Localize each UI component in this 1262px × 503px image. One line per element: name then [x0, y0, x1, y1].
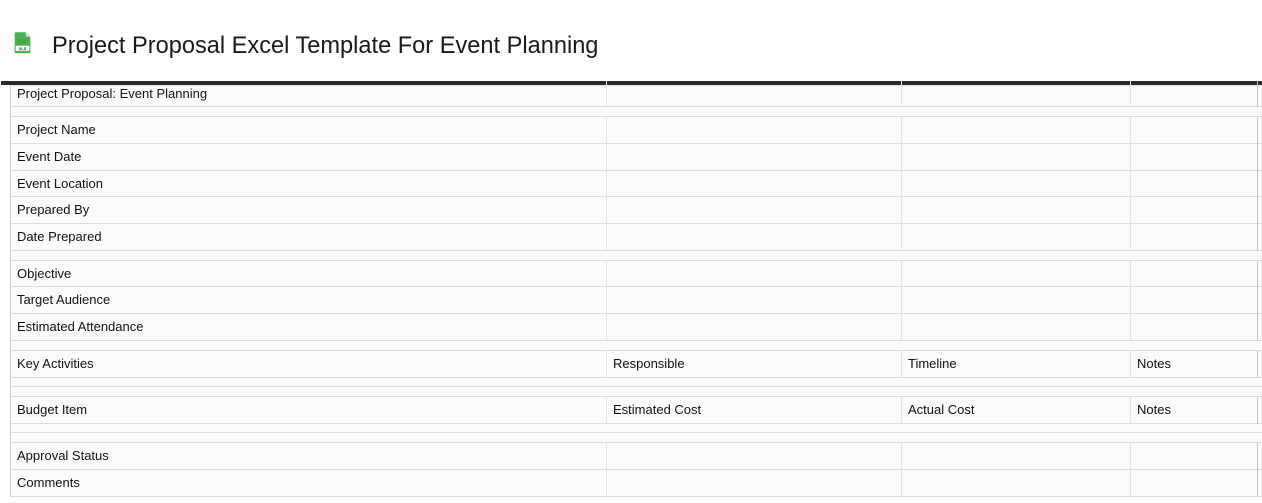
svg-text:XLS: XLS [19, 46, 27, 51]
